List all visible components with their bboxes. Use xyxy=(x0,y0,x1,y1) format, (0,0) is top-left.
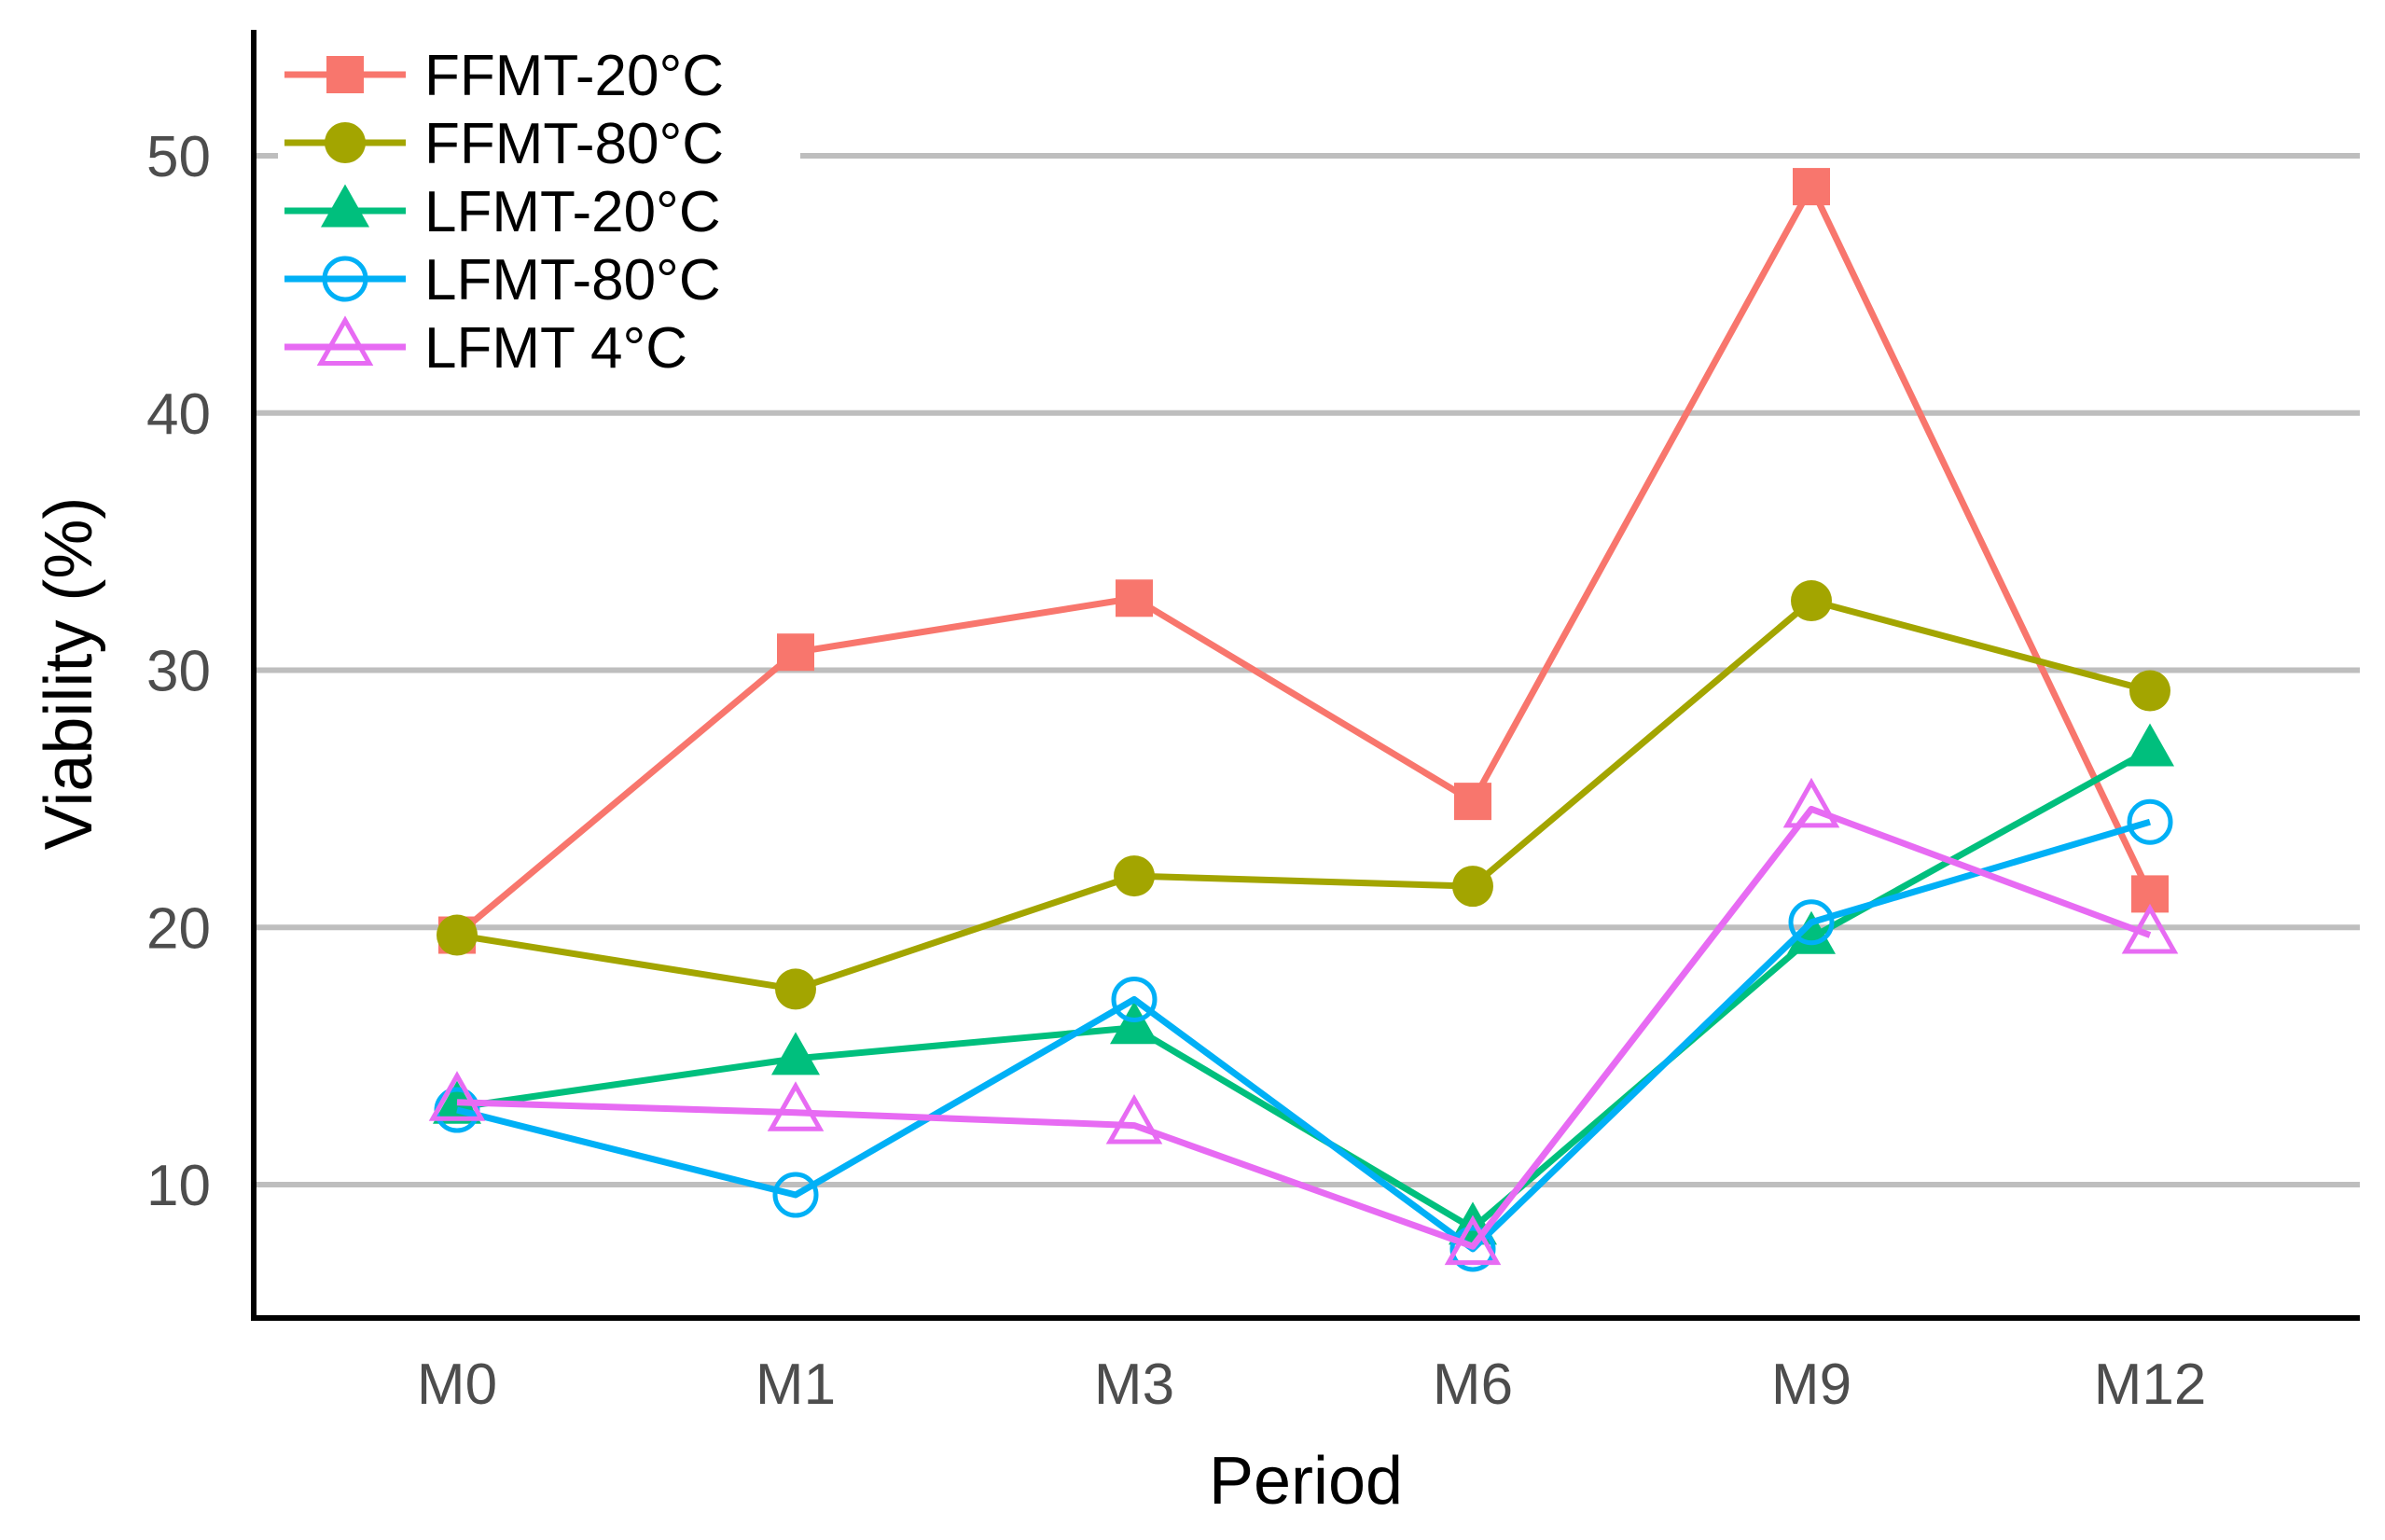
data-point xyxy=(777,633,814,672)
legend-marker xyxy=(325,122,366,163)
legend-label: LFMT-20°C xyxy=(424,180,721,244)
series-line xyxy=(456,818,2151,1253)
legend-label: FFMT-80°C xyxy=(424,112,724,176)
data-point xyxy=(1449,1226,1496,1272)
data-point xyxy=(767,1081,825,1131)
x-tick-label: M6 xyxy=(1433,1353,1513,1417)
data-point xyxy=(1787,910,1836,954)
series-2 xyxy=(437,580,2170,1010)
x-tick-label: M0 xyxy=(417,1353,497,1417)
series-line xyxy=(456,597,2151,992)
data-point xyxy=(2127,798,2173,845)
series-line xyxy=(456,805,2152,1250)
legend-entry: FFMT-20°C xyxy=(284,44,724,108)
y-tick-label: 10 xyxy=(146,1154,211,1218)
x-tick-labels: M0 M1 M3 M6 M9 M12 xyxy=(417,1353,2206,1417)
data-point xyxy=(1452,866,1493,908)
legend-entry: FFMT-80°C xyxy=(284,112,724,176)
data-point xyxy=(437,914,478,956)
series-line xyxy=(456,746,2152,1232)
data-point xyxy=(1116,579,1153,617)
data-point xyxy=(2129,670,2170,712)
x-tick-label: M12 xyxy=(2094,1353,2207,1417)
data-point xyxy=(772,1172,819,1218)
x-tick-label: M1 xyxy=(756,1353,836,1417)
data-point xyxy=(1110,1001,1158,1045)
data-point xyxy=(1111,976,1158,1022)
data-point xyxy=(1793,168,1830,206)
y-tick-label: 30 xyxy=(146,640,211,704)
legend-label: LFMT 4°C xyxy=(424,316,687,381)
legend-marker xyxy=(326,56,364,93)
y-tick-labels: 10 20 30 40 50 xyxy=(146,125,211,1218)
legend: FFMT-20°CFFMT-80°CLFMT-20°CLFMT-80°CLFMT… xyxy=(278,28,800,381)
data-point xyxy=(1782,777,1840,828)
data-point xyxy=(2126,723,2174,767)
data-point xyxy=(1791,580,1832,622)
y-tick-label: 50 xyxy=(146,125,211,189)
series-line xyxy=(454,183,2154,938)
legend-entry: LFMT-20°C xyxy=(284,180,721,244)
data-point xyxy=(1454,783,1491,821)
series-4 xyxy=(434,798,2173,1272)
series-layer xyxy=(428,168,2179,1272)
data-point xyxy=(775,968,816,1010)
data-point xyxy=(2121,903,2179,954)
data-point xyxy=(1788,899,1835,946)
series-5 xyxy=(428,777,2179,1266)
legend-marker xyxy=(316,315,374,366)
data-point xyxy=(1105,1093,1163,1145)
y-axis-title: Viability (%) xyxy=(32,497,106,851)
data-point xyxy=(1114,855,1155,897)
x-tick-label: M9 xyxy=(1771,1353,1851,1417)
legend-label: FFMT-20°C xyxy=(424,44,724,108)
x-tick-label: M3 xyxy=(1094,1353,1174,1417)
legend-label: LFMT-80°C xyxy=(424,248,721,312)
legend-entry: LFMT 4°C xyxy=(284,315,687,381)
legend-marker xyxy=(322,256,368,302)
legend-background xyxy=(278,28,800,373)
data-point xyxy=(428,1071,486,1121)
axes xyxy=(251,30,2360,1321)
legend-entry: LFMT-80°C xyxy=(284,248,721,312)
data-point xyxy=(1444,1214,1502,1266)
x-axis-title: Period xyxy=(1209,1444,1403,1519)
y-tick-label: 40 xyxy=(146,382,211,447)
data-point xyxy=(771,1032,820,1075)
y-tick-label: 20 xyxy=(146,896,211,961)
legend-marker xyxy=(321,184,369,228)
